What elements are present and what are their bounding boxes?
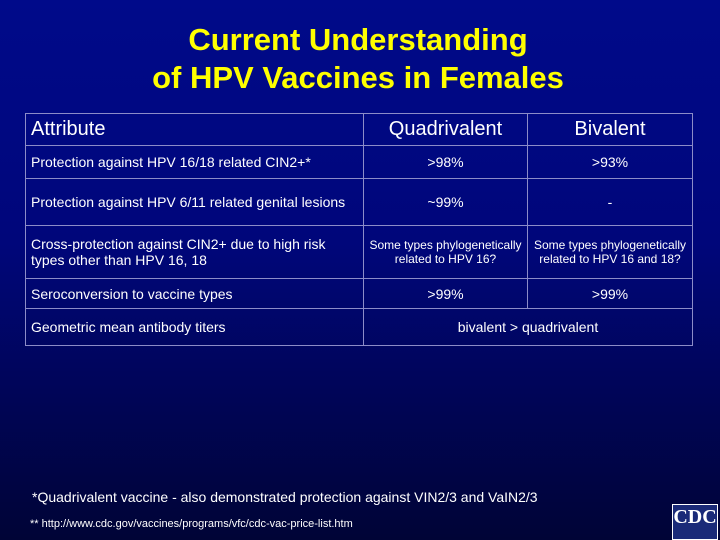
table-cell: Geometric mean antibody titers (25, 308, 364, 346)
table-cell: ~99% (363, 178, 528, 226)
table-cell: bivalent > quadrivalent (363, 308, 693, 346)
header-cell: Attribute (25, 113, 364, 146)
title-line: Current Understanding (188, 22, 528, 57)
table: Attribute Quadrivalent Bivalent Protection… (25, 113, 693, 346)
table-row: Protection against HPV 16/18 related CIN… (25, 145, 693, 179)
header-cell: Bivalent (527, 113, 693, 146)
table-cell: Cross-protection against CIN2+ due to hi… (25, 225, 364, 279)
table-row: Seroconversion to vaccine types >99% >99% (25, 278, 693, 309)
table-cell: Some types phylogenetically related to H… (363, 225, 528, 279)
table-cell: >93% (527, 145, 693, 179)
table-cell: Protection against HPV 16/18 related CIN… (25, 145, 364, 179)
logo: CDC (672, 504, 718, 540)
table-cell: Protection against HPV 6/11 related geni… (25, 178, 364, 226)
table-cell: >98% (363, 145, 528, 179)
table-row: Protection against HPV 6/11 related geni… (25, 178, 693, 226)
footnote: ** http://www.cdc.gov/vaccines/programs/… (30, 518, 353, 530)
footnote: *Quadrivalent vaccine - also demonstrate… (32, 489, 538, 505)
header-row: Attribute Quadrivalent Bivalent (25, 113, 693, 146)
header-cell: Quadrivalent (363, 113, 528, 146)
table-row: Cross-protection against CIN2+ due to hi… (25, 225, 693, 279)
table-row: Geometric mean antibody titers bivalent >… (25, 308, 693, 346)
title-line: of HPV Vaccines in Females (152, 60, 564, 95)
table-cell: >99% (527, 278, 693, 309)
table-cell: Some types phylogenetically related to H… (527, 225, 693, 279)
table-cell: - (527, 178, 693, 226)
table-cell: Seroconversion to vaccine types (25, 278, 364, 309)
logo-text: CDC (673, 506, 717, 528)
table-cell: >99% (363, 278, 528, 309)
